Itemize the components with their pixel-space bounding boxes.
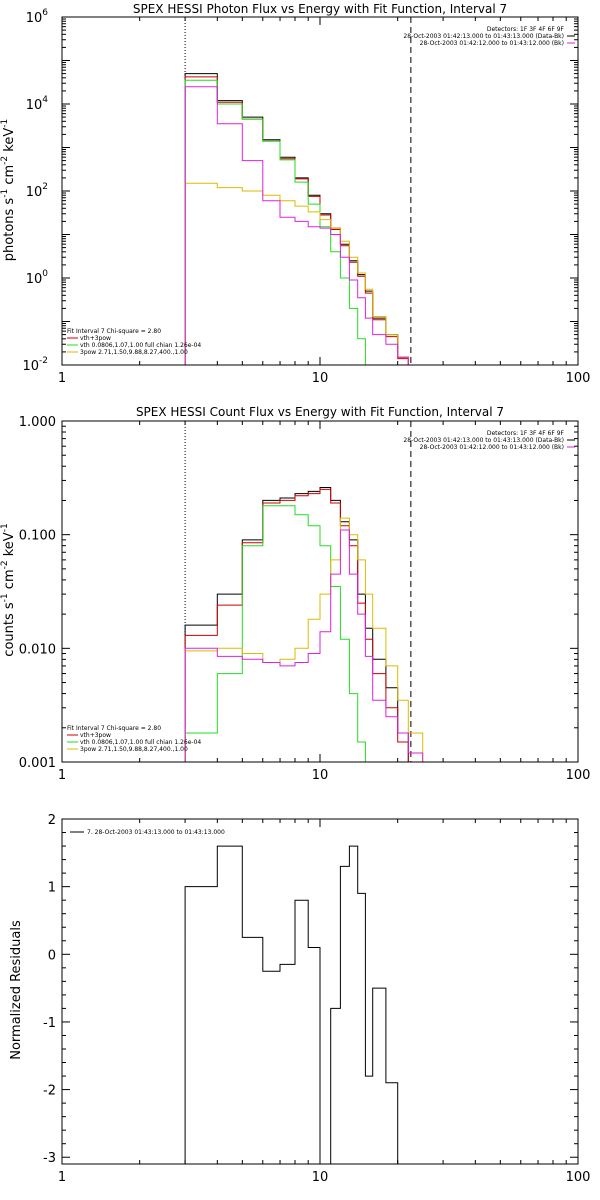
plot-frame xyxy=(61,420,579,763)
series-total xyxy=(184,845,399,1164)
series-total xyxy=(184,487,424,762)
x-tick-label: 1 xyxy=(58,371,66,386)
y-tick-label: 10-2 xyxy=(22,356,48,374)
legend: Fit Interval 7 Chi-square = 2.80vth+3pow… xyxy=(67,725,201,753)
legend-entry: Fit Interval 7 Chi-square = 2.80 xyxy=(67,725,161,732)
svg-text:counts s-1 cm-2 keV-1: counts s-1 cm-2 keV-1 xyxy=(0,523,17,656)
y-tick-label: 104 xyxy=(26,95,49,113)
data-series xyxy=(184,487,436,762)
legend-entry: vth+3pow xyxy=(80,732,111,739)
count-flux-panel: SPEX HESSI Count Flux vs Energy with Fit… xyxy=(0,405,591,783)
y-tick-label: 0.100 xyxy=(19,529,56,544)
x-tick-label: 10 xyxy=(312,371,329,386)
series-fit xyxy=(184,76,424,365)
axis-ticks xyxy=(61,819,579,1164)
y-axis-label: Normalized Residuals xyxy=(9,920,24,1060)
y-tick-label: -3 xyxy=(43,1151,56,1166)
legend: 7. 28-Oct-2003 01:43:13.000 to 01:43:13.… xyxy=(70,829,225,836)
series-thermal xyxy=(184,505,374,762)
series-background xyxy=(184,86,424,365)
series-background xyxy=(184,529,424,762)
x-tick-label: 1 xyxy=(58,1170,66,1185)
x-tick-label: 100 xyxy=(566,371,591,386)
y-tick-label: -1 xyxy=(43,1016,56,1031)
info-line: 28-Oct-2003 01:42:13.000 to 01:43:13.000… xyxy=(403,33,564,40)
tick-labels: 1 10 100 106 104 102 100 10-2 xyxy=(22,8,590,386)
series-fit xyxy=(184,488,424,762)
reference-lines xyxy=(184,17,412,365)
y-tick-label: 0.001 xyxy=(19,756,56,771)
legend-entry: vth 0.0806,1.07,1.00 full chian 1.26e-04 xyxy=(80,342,201,349)
axis-ticks xyxy=(61,17,579,366)
svg-text:photons s-1 cm-2 keV-1: photons s-1 cm-2 keV-1 xyxy=(0,119,17,261)
legend-entry: vth 0.0806,1.07,1.00 full chian 1.26e-04 xyxy=(80,739,201,746)
plot-frame xyxy=(61,818,579,1165)
data-series xyxy=(184,73,424,365)
reference-lines xyxy=(184,421,412,762)
photon-flux-panel: SPEX HESSI Photon Flux vs Energy with Fi… xyxy=(0,2,590,386)
tick-labels: 1 10 100 1.000 0.100 0.010 0.001 xyxy=(19,415,591,783)
chart-title: SPEX HESSI Photon Flux vs Energy with Fi… xyxy=(133,2,507,16)
y-tick-label: 1.000 xyxy=(19,415,56,430)
info-line: 28-Oct-2003 01:42:12.000 to 01:43:12.000… xyxy=(420,444,564,451)
y-tick-label: 102 xyxy=(26,182,48,200)
info-line: 28-Oct-2003 01:42:12.000 to 01:43:12.000… xyxy=(420,40,564,47)
y-axis-label: counts s-1 cm-2 keV-1 xyxy=(0,523,17,656)
chart-title: SPEX HESSI Count Flux vs Energy with Fit… xyxy=(136,405,504,419)
y-tick-label: 1 xyxy=(48,881,56,896)
legend-entry: vth+3pow xyxy=(80,335,111,342)
y-axis-label-base: counts s xyxy=(2,602,17,657)
x-tick-label: 10 xyxy=(312,768,329,783)
legend-entry: 3pow 2.71,1.50,9.88,8.27,400.,1.00 xyxy=(80,746,188,753)
legend-entry: Fit Interval 7 Chi-square = 2.80 xyxy=(67,328,161,335)
legend: Fit Interval 7 Chi-square = 2.80vth+3pow… xyxy=(67,328,201,356)
series-thermal xyxy=(184,79,387,365)
y-tick-label: 106 xyxy=(26,8,49,26)
y-tick-label: 2 xyxy=(48,813,56,828)
y-axis-label: photons s-1 cm-2 keV-1 xyxy=(0,119,17,261)
x-tick-label: 100 xyxy=(566,768,591,783)
info-line: Detectors: 1F 3F 4F 6F 9F xyxy=(487,26,565,33)
legend-entry: 3pow 2.71,1.50,9.88,8.27,400.,1.00 xyxy=(80,349,188,356)
y-tick-label: 0 xyxy=(48,948,56,963)
x-tick-label: 1 xyxy=(58,768,66,783)
axis-ticks xyxy=(61,421,579,763)
series-power xyxy=(184,182,424,365)
y-tick-label: 100 xyxy=(26,269,49,287)
x-tick-label: 10 xyxy=(312,1170,329,1185)
y-tick-label: 0.010 xyxy=(19,642,56,657)
x-tick-label: 100 xyxy=(566,1170,591,1185)
y-axis-label-base: photons s xyxy=(2,198,17,262)
y-tick-label: -2 xyxy=(43,1084,56,1099)
legend-entry: 7. 28-Oct-2003 01:43:13.000 to 01:43:13.… xyxy=(87,829,225,836)
info-line: 28-Oct-2003 01:42:13.000 to 01:43:13.000… xyxy=(403,437,564,444)
data-series xyxy=(184,845,399,1164)
info-line: Detectors: 1F 3F 4F 6F 9F xyxy=(487,430,565,437)
plot-frame xyxy=(61,16,579,366)
